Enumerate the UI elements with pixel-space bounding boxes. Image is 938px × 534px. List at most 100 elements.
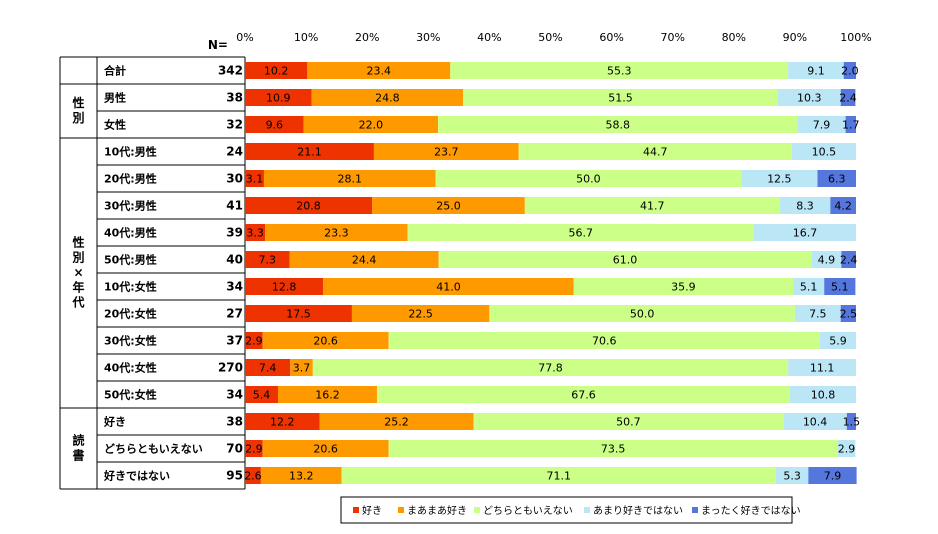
bar-segment — [245, 305, 352, 322]
data-label: 10.8 — [811, 389, 836, 402]
data-label: 71.1 — [546, 470, 571, 483]
row-n-value: 40 — [226, 253, 243, 267]
bar-segment — [808, 467, 857, 484]
bar-segment — [260, 467, 342, 484]
data-label: 7.9 — [813, 119, 831, 132]
legend-label: まったく好きではない — [701, 505, 801, 517]
data-label: 10.5 — [812, 146, 837, 159]
row-label: 20代:女性 — [104, 307, 157, 321]
bar-segment — [245, 332, 263, 349]
legend-label: あまり好きではない — [593, 505, 683, 517]
bar-segment — [783, 413, 847, 430]
row-label: 50代:女性 — [104, 388, 157, 402]
bar-segment — [245, 170, 264, 187]
row-n-value: 27 — [226, 307, 243, 321]
bar-segment — [290, 359, 313, 376]
data-label: 10.9 — [266, 92, 291, 105]
data-label: 7.5 — [809, 308, 827, 321]
bar-segment — [351, 305, 490, 322]
data-label: 50.0 — [576, 173, 601, 186]
x-tick-label: 10% — [294, 31, 318, 44]
bar-segment — [438, 116, 798, 133]
data-label: 2.0 — [841, 65, 859, 78]
bar-area: 10.2 23.4 55.3 9.1 2.0 10.9 24.8 51.5 10.3 2.4 9.6… — [244, 62, 860, 484]
data-label: 8.3 — [796, 200, 814, 213]
bar-segment — [794, 305, 841, 322]
data-label: 10.2 — [264, 65, 289, 78]
bar-segment — [307, 62, 451, 79]
x-tick-label: 90% — [783, 31, 807, 44]
bar-segment — [303, 116, 439, 133]
bar-segment — [376, 386, 791, 403]
bar-segment — [779, 197, 831, 214]
bar-segment — [263, 170, 436, 187]
data-label: 61.0 — [613, 254, 638, 267]
legend-label: まあまあ好き — [407, 505, 467, 517]
data-label: 23.3 — [324, 227, 349, 240]
data-label: 1.5 — [843, 416, 861, 429]
bar-segment — [245, 143, 374, 160]
bar-segment — [372, 197, 525, 214]
bar-segment — [830, 197, 856, 214]
row-label: 男性 — [104, 91, 126, 105]
bar-segment — [843, 62, 856, 79]
row-label: 40代:男性 — [104, 226, 157, 240]
bar-segment — [245, 224, 266, 241]
data-label: 3.1 — [246, 173, 264, 186]
row-n-value: 30 — [226, 172, 243, 186]
data-label: 5.4 — [253, 389, 271, 402]
bar-segment — [262, 440, 389, 457]
data-label: 58.8 — [605, 119, 630, 132]
row-label: 好きではない — [103, 469, 170, 483]
data-label: 7.9 — [824, 470, 842, 483]
data-label: 10.4 — [803, 416, 828, 429]
data-label: 2.4 — [839, 92, 857, 105]
row-label: 10代:女性 — [104, 280, 157, 294]
data-label: 12.2 — [270, 416, 295, 429]
data-label: 24.8 — [375, 92, 400, 105]
data-label: 55.3 — [607, 65, 632, 78]
row-label: 40代:女性 — [104, 361, 157, 375]
bar-segment — [438, 251, 812, 268]
row-n-value: 41 — [226, 199, 243, 213]
data-label: 9.1 — [807, 65, 825, 78]
row-n-value: 39 — [226, 226, 243, 240]
x-tick-label: 100% — [840, 31, 871, 44]
data-label: 44.7 — [643, 146, 668, 159]
group-label: 読書 — [72, 433, 84, 463]
bar-segment — [817, 170, 856, 187]
bar-segment — [788, 359, 856, 376]
bar-segment — [245, 440, 263, 457]
bar-segment — [407, 224, 754, 241]
n-header: N= — [208, 38, 228, 52]
bar-segment — [791, 143, 856, 160]
x-tick-label: 20% — [355, 31, 379, 44]
data-label: 56.7 — [568, 227, 593, 240]
data-label: 2.9 — [245, 443, 263, 456]
data-label: 16.7 — [793, 227, 818, 240]
data-label: 21.1 — [297, 146, 322, 159]
data-label: 7.3 — [259, 254, 277, 267]
data-label: 20.8 — [296, 200, 321, 213]
legend-label: 好き — [362, 505, 382, 517]
bar-segment — [753, 224, 856, 241]
row-n-value: 270 — [218, 361, 243, 375]
row-label: 女性 — [104, 118, 126, 132]
group-label: 性別 — [71, 95, 84, 125]
data-label: 22.0 — [359, 119, 384, 132]
bar-segment — [518, 143, 792, 160]
data-label: 12.5 — [767, 173, 792, 186]
x-tick-label: 80% — [722, 31, 746, 44]
bar-segment — [265, 224, 408, 241]
x-tick-label: 70% — [660, 31, 684, 44]
data-label: 2.4 — [840, 254, 858, 267]
bar-segment — [312, 359, 789, 376]
data-label: 41.0 — [436, 281, 461, 294]
data-label: 28.1 — [338, 173, 363, 186]
legend-swatch — [474, 507, 480, 513]
bar-segment — [245, 359, 291, 376]
bar-segment — [311, 89, 464, 106]
data-label: 51.5 — [608, 92, 633, 105]
row-n-value: 38 — [226, 91, 243, 105]
row-n-value: 38 — [226, 415, 243, 429]
